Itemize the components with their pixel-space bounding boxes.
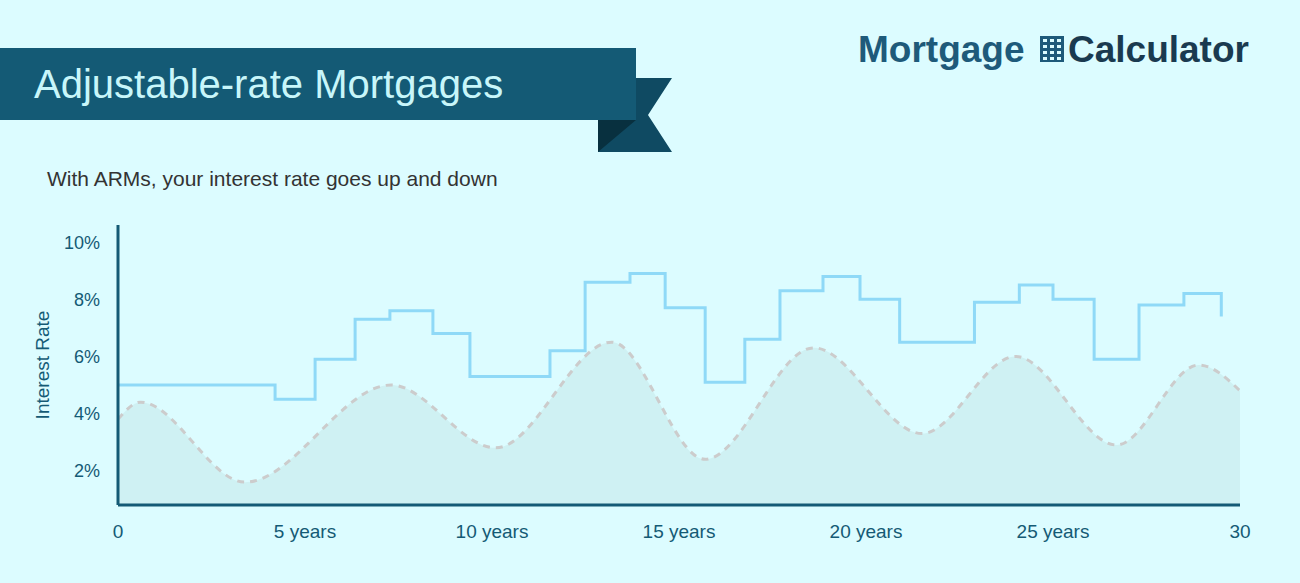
svg-text:4%: 4% xyxy=(74,404,100,424)
svg-text:15 years: 15 years xyxy=(643,521,716,542)
svg-text:6%: 6% xyxy=(74,347,100,367)
svg-text:Mortgage: Mortgage xyxy=(858,29,1025,70)
svg-text:Calculator: Calculator xyxy=(1068,29,1249,70)
svg-text:2%: 2% xyxy=(74,461,100,481)
svg-text:30: 30 xyxy=(1229,521,1250,542)
svg-text:Adjustable-rate Mortgages: Adjustable-rate Mortgages xyxy=(34,62,503,106)
svg-text:10%: 10% xyxy=(64,233,100,253)
svg-text:20 years: 20 years xyxy=(830,521,903,542)
svg-text:Interest Rate: Interest Rate xyxy=(32,311,53,420)
html-text:With ARMs, your interest rate: With ARMs, your interest rate goes up an… xyxy=(47,167,498,190)
svg-text:10 years: 10 years xyxy=(456,521,529,542)
svg-text:8%: 8% xyxy=(74,290,100,310)
svg-text:5 years: 5 years xyxy=(274,521,336,542)
svg-text:0: 0 xyxy=(113,521,124,542)
svg-text:25 years: 25 years xyxy=(1017,521,1090,542)
